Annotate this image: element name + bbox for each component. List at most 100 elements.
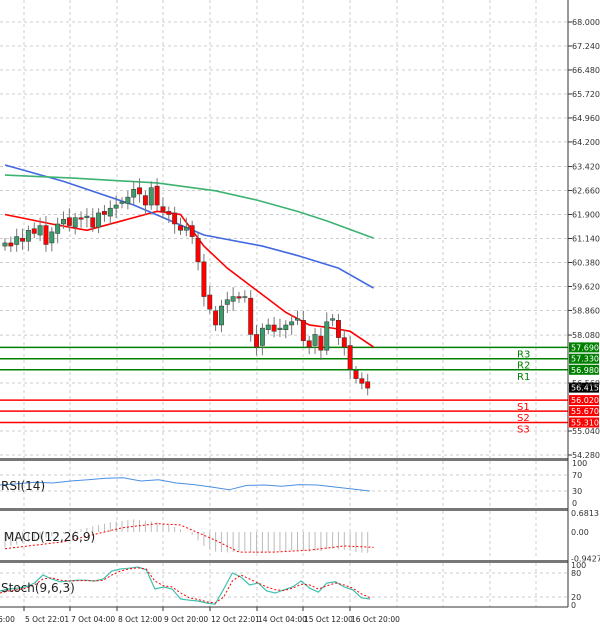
stoch-tick-label: 20 — [571, 593, 581, 602]
moving-average-line — [4, 210, 374, 348]
bull-candle — [119, 201, 125, 204]
rsi-tick-label: 70 — [572, 471, 582, 480]
price-tick-label: 55.040 — [572, 427, 600, 436]
time-tick-label: 5 Oct 22:01 — [25, 615, 69, 624]
time-tick-label: 6:00 — [0, 615, 15, 624]
bear-candle — [137, 187, 143, 195]
level-label-s2: S2 — [517, 413, 530, 424]
price-tick-label: 66.480 — [572, 66, 600, 75]
level-label-r3: R3 — [517, 349, 530, 360]
level-price-label: 55.670 — [571, 407, 599, 416]
macd-label: MACD(12,26,9) — [4, 530, 95, 544]
bull-candle — [25, 230, 31, 242]
bull-candle — [107, 207, 113, 217]
bull-candle — [125, 196, 131, 204]
bull-candle — [84, 215, 90, 218]
bear-candle — [166, 211, 172, 215]
time-tick-label: 14 Oct 04:00 — [258, 615, 307, 624]
time-tick-label: 7 Oct 04:00 — [71, 615, 115, 624]
bear-candle — [300, 319, 306, 342]
level-price-tag — [569, 417, 599, 428]
bear-candle — [201, 261, 207, 297]
bear-candle — [306, 340, 312, 348]
bull-candle — [55, 223, 61, 234]
bear-candle — [31, 228, 37, 234]
bull-candle — [37, 225, 43, 236]
bull-candle — [312, 334, 318, 346]
panel-separator — [0, 458, 568, 461]
moving-average-line — [4, 174, 374, 239]
bear-candle — [254, 334, 260, 348]
rsi-tick-label: 0 — [572, 499, 577, 508]
bear-candle — [213, 310, 219, 326]
bear-candle — [347, 345, 353, 370]
macd-signal-line — [4, 523, 374, 553]
level-price-tag — [569, 342, 599, 353]
bear-candle — [78, 217, 84, 220]
price-tick-label: 59.620 — [572, 282, 600, 291]
bear-candle — [318, 335, 324, 351]
bull-candle — [113, 204, 119, 209]
time-tick-label: 16 Oct 20:00 — [351, 615, 400, 624]
time-tick-label: 8 Oct 12:00 — [118, 615, 162, 624]
bear-candle — [353, 370, 359, 379]
price-tick-label: 61.140 — [572, 235, 600, 244]
bear-candle — [248, 297, 254, 335]
bull-candle — [72, 217, 78, 228]
bear-candle — [160, 206, 166, 212]
bull-candle — [265, 324, 271, 330]
price-tick-label: 54.280 — [572, 451, 600, 460]
level-price-tag — [569, 406, 599, 417]
level-price-label: 56.980 — [571, 366, 599, 375]
price-tick-label: 62.660 — [572, 187, 600, 196]
bear-candle — [359, 378, 365, 384]
bull-candle — [131, 189, 137, 198]
price-tick-label: 60.380 — [572, 258, 600, 267]
current-price-tag — [569, 382, 599, 393]
stoch-signal-line — [0, 567, 371, 604]
bear-candle — [336, 319, 341, 338]
bull-candle — [49, 231, 55, 244]
price-tick-label: 58.860 — [572, 306, 600, 315]
bear-candle — [8, 242, 14, 247]
bull-candle — [2, 242, 8, 247]
level-price-tag — [569, 395, 599, 406]
bear-candle — [189, 225, 195, 237]
bull-candle — [96, 212, 102, 228]
pivot-levels: R3 57.690 R2 57.330 R1 56.980 S1 56.020 S2 55.670… — [0, 342, 599, 435]
level-price-label: 55.310 — [571, 418, 599, 427]
price-tick-label: 65.720 — [572, 90, 600, 99]
grid — [0, 0, 568, 607]
stoch-label: Stoch(9,6,3) — [1, 581, 75, 595]
bull-candle — [242, 296, 248, 298]
level-price-tag — [569, 364, 599, 375]
bull-candle — [330, 318, 336, 321]
level-price-tag — [569, 353, 599, 364]
level-price-label: 57.330 — [571, 355, 599, 364]
level-label-s1: S1 — [517, 402, 530, 413]
panel-separator — [0, 508, 568, 511]
time-tick-label: 9 Oct 20:00 — [164, 615, 208, 624]
macd-tick-label: -0.9427 — [571, 554, 600, 563]
price-tick-label: 64.960 — [572, 114, 600, 123]
current-price-label: 56.415 — [571, 384, 599, 393]
rsi-label: RSI(14) — [1, 479, 45, 493]
indicators — [0, 477, 374, 605]
rsi-line — [0, 477, 371, 492]
moving-average-line — [4, 164, 374, 289]
panel-separator — [0, 560, 568, 563]
level-price-label: 57.690 — [571, 343, 599, 352]
bull-candle — [324, 321, 330, 351]
bear-candle — [43, 225, 49, 245]
bear-candle — [207, 294, 213, 310]
bear-candle — [178, 225, 183, 231]
time-tick-label: 15 Oct 12:00 — [304, 615, 353, 624]
bull-candle — [219, 305, 224, 326]
rsi-tick-label: 30 — [572, 487, 582, 496]
price-tick-label: 58.080 — [572, 331, 600, 340]
price-tick-label: 67.240 — [572, 42, 600, 51]
price-tick-label: 63.420 — [572, 163, 600, 172]
candles — [2, 178, 371, 396]
